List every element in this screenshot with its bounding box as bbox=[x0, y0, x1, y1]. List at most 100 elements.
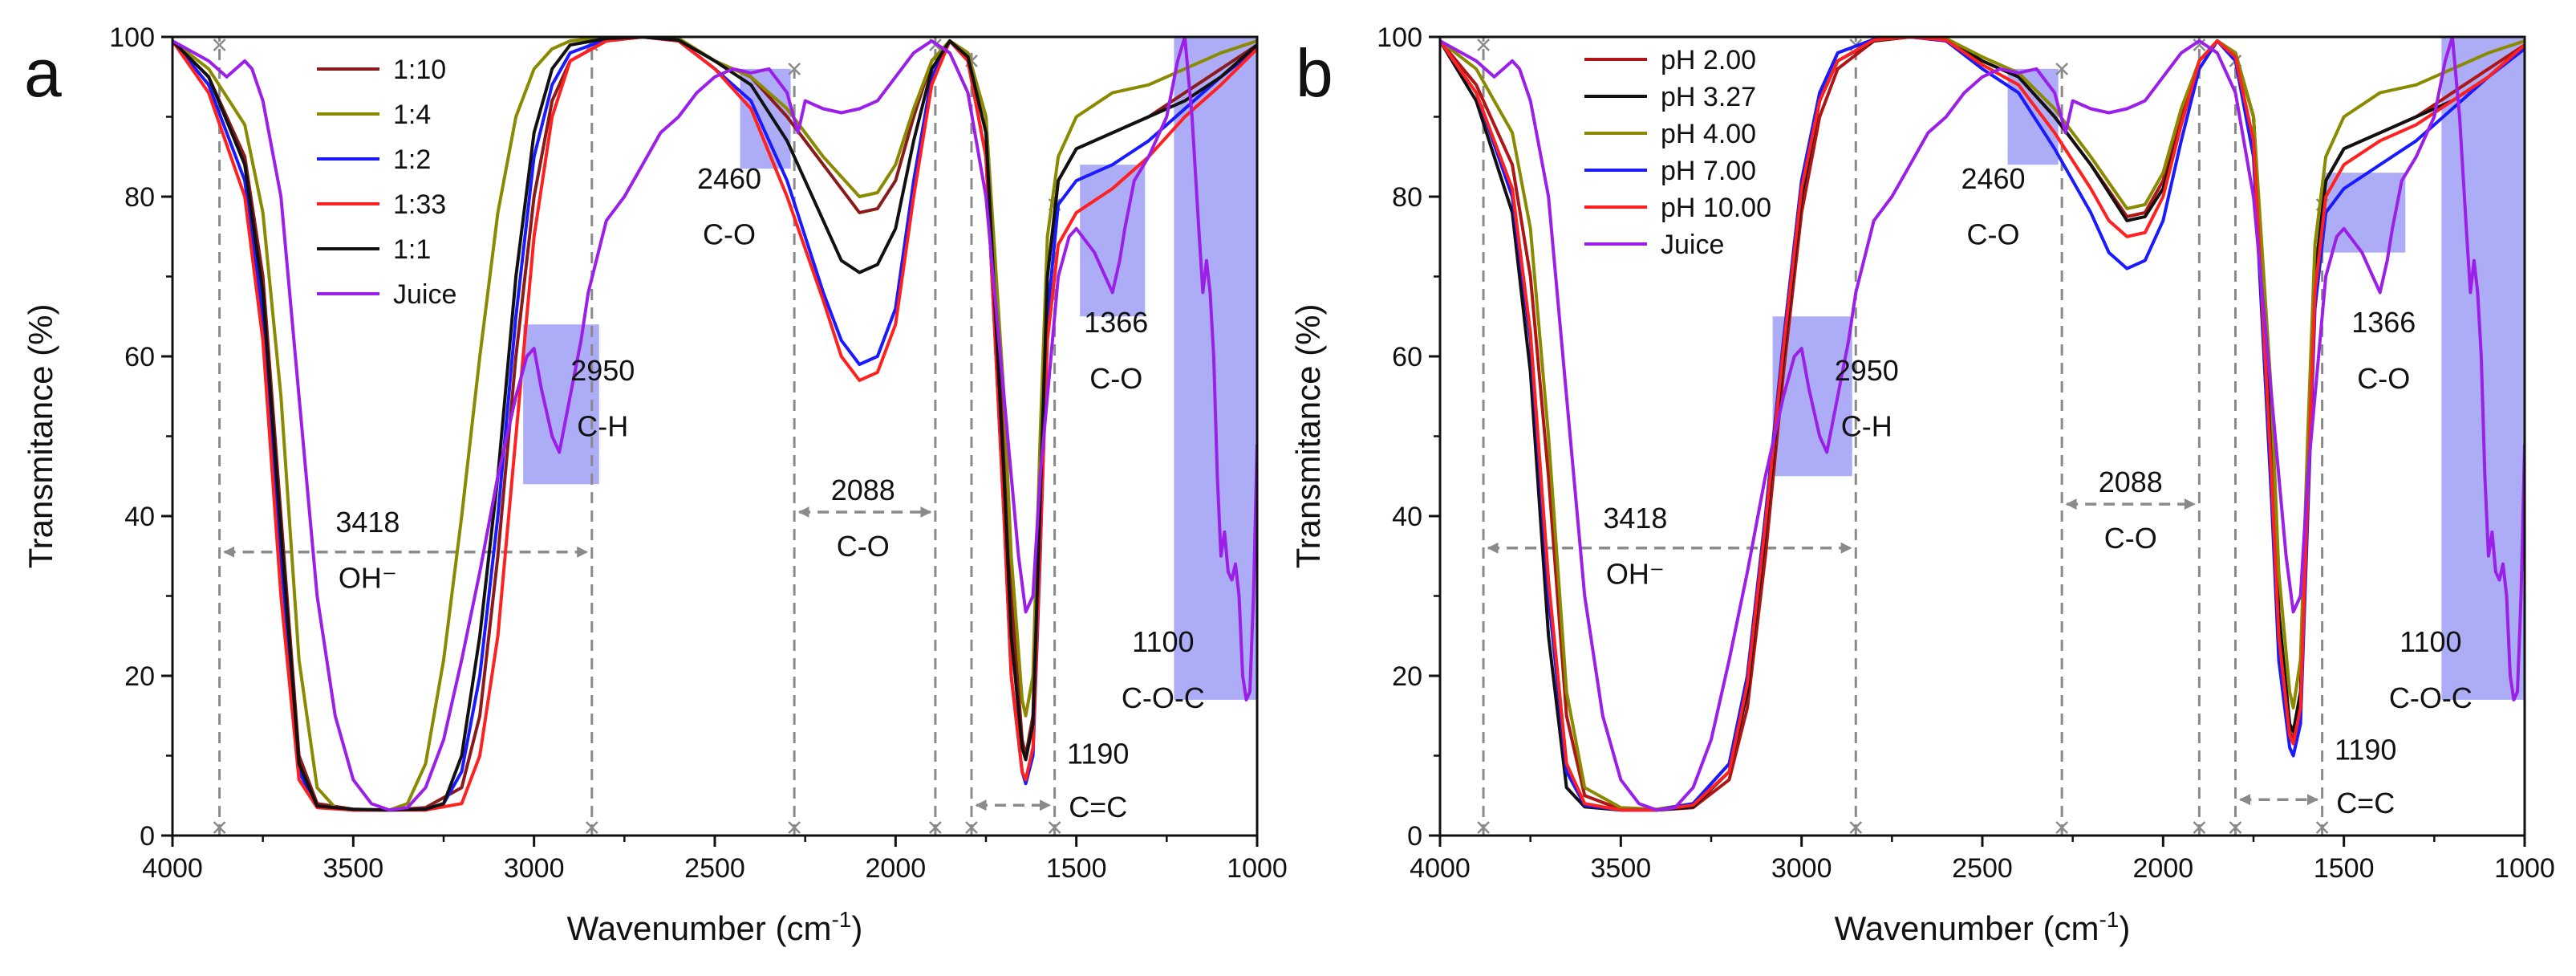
y-tick-label: 0 bbox=[1407, 821, 1422, 852]
legend-label: 1:4 bbox=[393, 100, 431, 130]
guide-marker bbox=[2055, 62, 2069, 75]
series-line-pH-10-00 bbox=[1440, 37, 2525, 812]
series-line-1-2 bbox=[172, 37, 1257, 812]
x-tick-label: 1000 bbox=[2494, 853, 2555, 884]
annotation-label: C=C bbox=[2336, 787, 2395, 819]
annotation-label: 1100 bbox=[1132, 625, 1194, 658]
series-line-1-4 bbox=[172, 37, 1257, 812]
x-tick-label: 1000 bbox=[1227, 853, 1288, 884]
annotation-label: 2460 bbox=[697, 162, 761, 195]
series-line-Juice bbox=[1440, 37, 2525, 812]
y-tick-label: 100 bbox=[1377, 22, 1422, 53]
y-tick-label: 20 bbox=[1392, 661, 1422, 692]
chart-panel-a: 4000 3500 3000 2500 2000 1500 1000 0 20 40 60 80 100… bbox=[22, 22, 1288, 947]
guide-marker bbox=[929, 821, 942, 834]
x-tick-label: 2000 bbox=[2133, 853, 2194, 884]
annotation-label: 2088 bbox=[831, 474, 895, 506]
annotation-label: C-O-C bbox=[2389, 681, 2473, 714]
guide-marker bbox=[2193, 39, 2206, 51]
y-axis-label: Transmitance (%) bbox=[1289, 304, 1327, 569]
annotation-label: 1366 bbox=[1084, 306, 1148, 339]
y-tick-label: 60 bbox=[124, 342, 155, 372]
annotation-label: C-O-C bbox=[1122, 681, 1205, 714]
annotation-label: OH⁻ bbox=[1606, 558, 1665, 591]
guide-marker bbox=[1477, 39, 1490, 51]
annotation-label: 1190 bbox=[2335, 733, 2396, 766]
x-tick-label: 1500 bbox=[2314, 853, 2375, 884]
y-tick-label: 40 bbox=[124, 502, 155, 532]
annotation-label: C-H bbox=[577, 410, 628, 443]
guide-marker bbox=[1048, 821, 1061, 834]
annotation-label: C-O bbox=[1967, 218, 2020, 251]
annotation-label: C-H bbox=[1841, 410, 1892, 443]
y-tick-label: 80 bbox=[124, 182, 155, 213]
y-tick-label: 40 bbox=[1392, 502, 1422, 532]
guide-marker bbox=[788, 821, 801, 834]
guide-marker bbox=[2193, 821, 2206, 834]
y-tick-label: 20 bbox=[124, 661, 155, 692]
guide-marker bbox=[2229, 821, 2242, 834]
annotation-label: C-O bbox=[703, 218, 756, 251]
annotation-label: C-O bbox=[837, 530, 890, 563]
annotation-label: 2950 bbox=[570, 354, 635, 387]
guide-marker bbox=[2315, 821, 2329, 834]
legend-label: pH 4.00 bbox=[1661, 119, 1756, 149]
x-tick-label: 4000 bbox=[1410, 853, 1471, 884]
series-line-1-33 bbox=[172, 37, 1257, 812]
legend-label: pH 10.00 bbox=[1661, 193, 1771, 223]
legend-label: pH 2.00 bbox=[1661, 45, 1756, 75]
y-tick-label: 60 bbox=[1392, 342, 1422, 372]
x-tick-label: 2500 bbox=[684, 853, 745, 884]
legend-label: Juice bbox=[1661, 230, 1724, 260]
annotation-label: 2088 bbox=[2099, 466, 2163, 498]
legend-label: pH 3.27 bbox=[1661, 82, 1756, 112]
guide-marker bbox=[1477, 821, 1490, 834]
legend-label: 1:1 bbox=[393, 234, 431, 265]
y-tick-label: 0 bbox=[140, 821, 155, 852]
series-line-1-1 bbox=[172, 37, 1257, 812]
annotation-label: C-O bbox=[2104, 522, 2157, 555]
legend-label: 1:10 bbox=[393, 55, 446, 85]
guide-marker bbox=[2055, 821, 2069, 834]
panel-letter: b bbox=[1296, 35, 1333, 111]
x-tick-label: 2000 bbox=[866, 853, 927, 884]
guide-marker bbox=[965, 821, 978, 834]
annotation-label: 2950 bbox=[1835, 354, 1899, 387]
y-axis-label: Transmitance (%) bbox=[22, 304, 59, 569]
legend-label: 1:2 bbox=[393, 144, 431, 175]
x-tick-label: 3500 bbox=[1591, 853, 1652, 884]
annotation-label: OH⁻ bbox=[339, 562, 397, 595]
x-tick-label: 1500 bbox=[1046, 853, 1107, 884]
y-tick-label: 80 bbox=[1392, 182, 1422, 213]
annotation-label: C-O bbox=[1089, 362, 1142, 395]
guide-marker bbox=[788, 62, 801, 75]
series-line-Juice bbox=[172, 37, 1257, 812]
x-axis-label: Wavenumber (cm-1) bbox=[1835, 907, 2131, 947]
annotation-label: 1100 bbox=[2400, 625, 2461, 658]
guide-marker bbox=[213, 39, 226, 51]
chart-panel-b: 4000 3500 3000 2500 2000 1500 1000 0 20 40 60 80 100… bbox=[1289, 22, 2555, 947]
guide-marker bbox=[213, 821, 226, 834]
x-tick-label: 3000 bbox=[504, 853, 565, 884]
legend-label: Juice bbox=[393, 279, 456, 310]
guide-marker bbox=[1849, 821, 1863, 834]
x-tick-label: 3000 bbox=[1771, 853, 1832, 884]
annotation-label: C-O bbox=[2357, 362, 2410, 395]
x-tick-label: 3500 bbox=[323, 853, 384, 884]
annotation-label: C=C bbox=[1069, 791, 1127, 824]
guide-marker bbox=[585, 821, 598, 834]
legend-label: 1:33 bbox=[393, 189, 446, 220]
annotation-label: 1190 bbox=[1067, 737, 1129, 770]
annotation-label: 1366 bbox=[2351, 306, 2416, 339]
annotation-label: 3418 bbox=[1603, 502, 1667, 535]
y-tick-label: 100 bbox=[109, 22, 155, 53]
x-tick-label: 4000 bbox=[142, 853, 203, 884]
legend-label: pH 7.00 bbox=[1661, 156, 1756, 186]
panel-letter: a bbox=[24, 35, 62, 111]
annotation-label: 3418 bbox=[335, 506, 400, 539]
annotation-label: 2460 bbox=[1961, 162, 2025, 195]
x-axis-label: Wavenumber (cm-1) bbox=[567, 907, 863, 947]
series-line-1-10 bbox=[172, 37, 1257, 812]
x-tick-label: 2500 bbox=[1952, 853, 2013, 884]
